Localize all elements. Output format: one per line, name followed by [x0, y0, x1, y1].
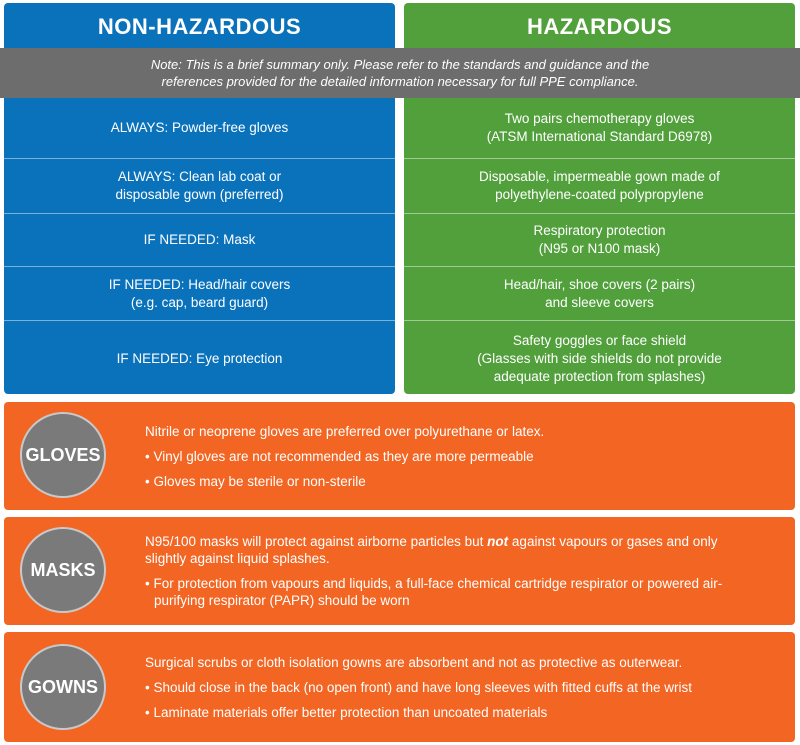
masks-intro-emphasis: not: [487, 534, 509, 549]
masks-intro: N95/100 masks will protect against airbo…: [145, 533, 755, 567]
gowns-badge: GOWNS: [20, 644, 106, 730]
masks-panel: MASKS N95/100 masks will protect against…: [4, 517, 795, 625]
non-hazardous-row: IF NEEDED: Eye protection: [4, 320, 395, 396]
hazardous-row: Two pairs chemotherapy gloves (ATSM Inte…: [486, 111, 713, 144]
gowns-intro: Surgical scrubs or cloth isolation gowns…: [145, 655, 683, 670]
non-hazardous-row: IF NEEDED: Head/hair covers (e.g. cap, b…: [4, 266, 395, 320]
summary-note: Note: This is a brief summary only. Plea…: [0, 48, 800, 98]
non-hazardous-row: IF NEEDED: Mask: [4, 213, 395, 266]
note-line: references provided for the detailed inf…: [161, 74, 639, 89]
masks-intro-text: N95/100 masks will protect against airbo…: [145, 534, 488, 549]
hazardous-row: Safety goggles or face shield (Glasses w…: [404, 320, 795, 396]
gloves-badge: GLOVES: [20, 412, 106, 498]
gloves-intro: Nitrile or neoprene gloves are preferred…: [145, 424, 545, 439]
gloves-bullet: • Vinyl gloves are not recommended as th…: [145, 449, 534, 464]
masks-intro-text: against vapours or gases and only slight…: [145, 534, 718, 566]
non-hazardous-row: ALWAYS: Clean lab coat or disposable gow…: [4, 158, 395, 213]
hazardous-row: Disposable, impermeable gown made of pol…: [404, 158, 795, 213]
hazardous-row: Head/hair, shoe covers (2 pairs) and sle…: [404, 266, 795, 320]
hazardous-row: Respiratory protection (N95 or N100 mask…: [404, 213, 795, 266]
non-hazardous-title: NON-HAZARDOUS: [97, 14, 302, 39]
gloves-panel: GLOVES Nitrile or neoprene gloves are pr…: [4, 402, 795, 510]
gowns-panel: GOWNS Surgical scrubs or cloth isolation…: [4, 632, 795, 742]
gloves-bullet: • Gloves may be sterile or non-sterile: [145, 474, 366, 489]
masks-badge: MASKS: [20, 527, 106, 613]
hazardous-title: HAZARDOUS: [526, 14, 673, 39]
masks-bullet: • For protection from vapours and liquid…: [145, 576, 723, 608]
gowns-bullet: • Should close in the back (no open fron…: [145, 680, 693, 695]
non-hazardous-row: ALWAYS: Powder-free gloves: [110, 120, 289, 135]
note-line: Note: This is a brief summary only. Plea…: [150, 57, 650, 72]
gowns-bullet: • Laminate materials offer better protec…: [145, 705, 548, 720]
